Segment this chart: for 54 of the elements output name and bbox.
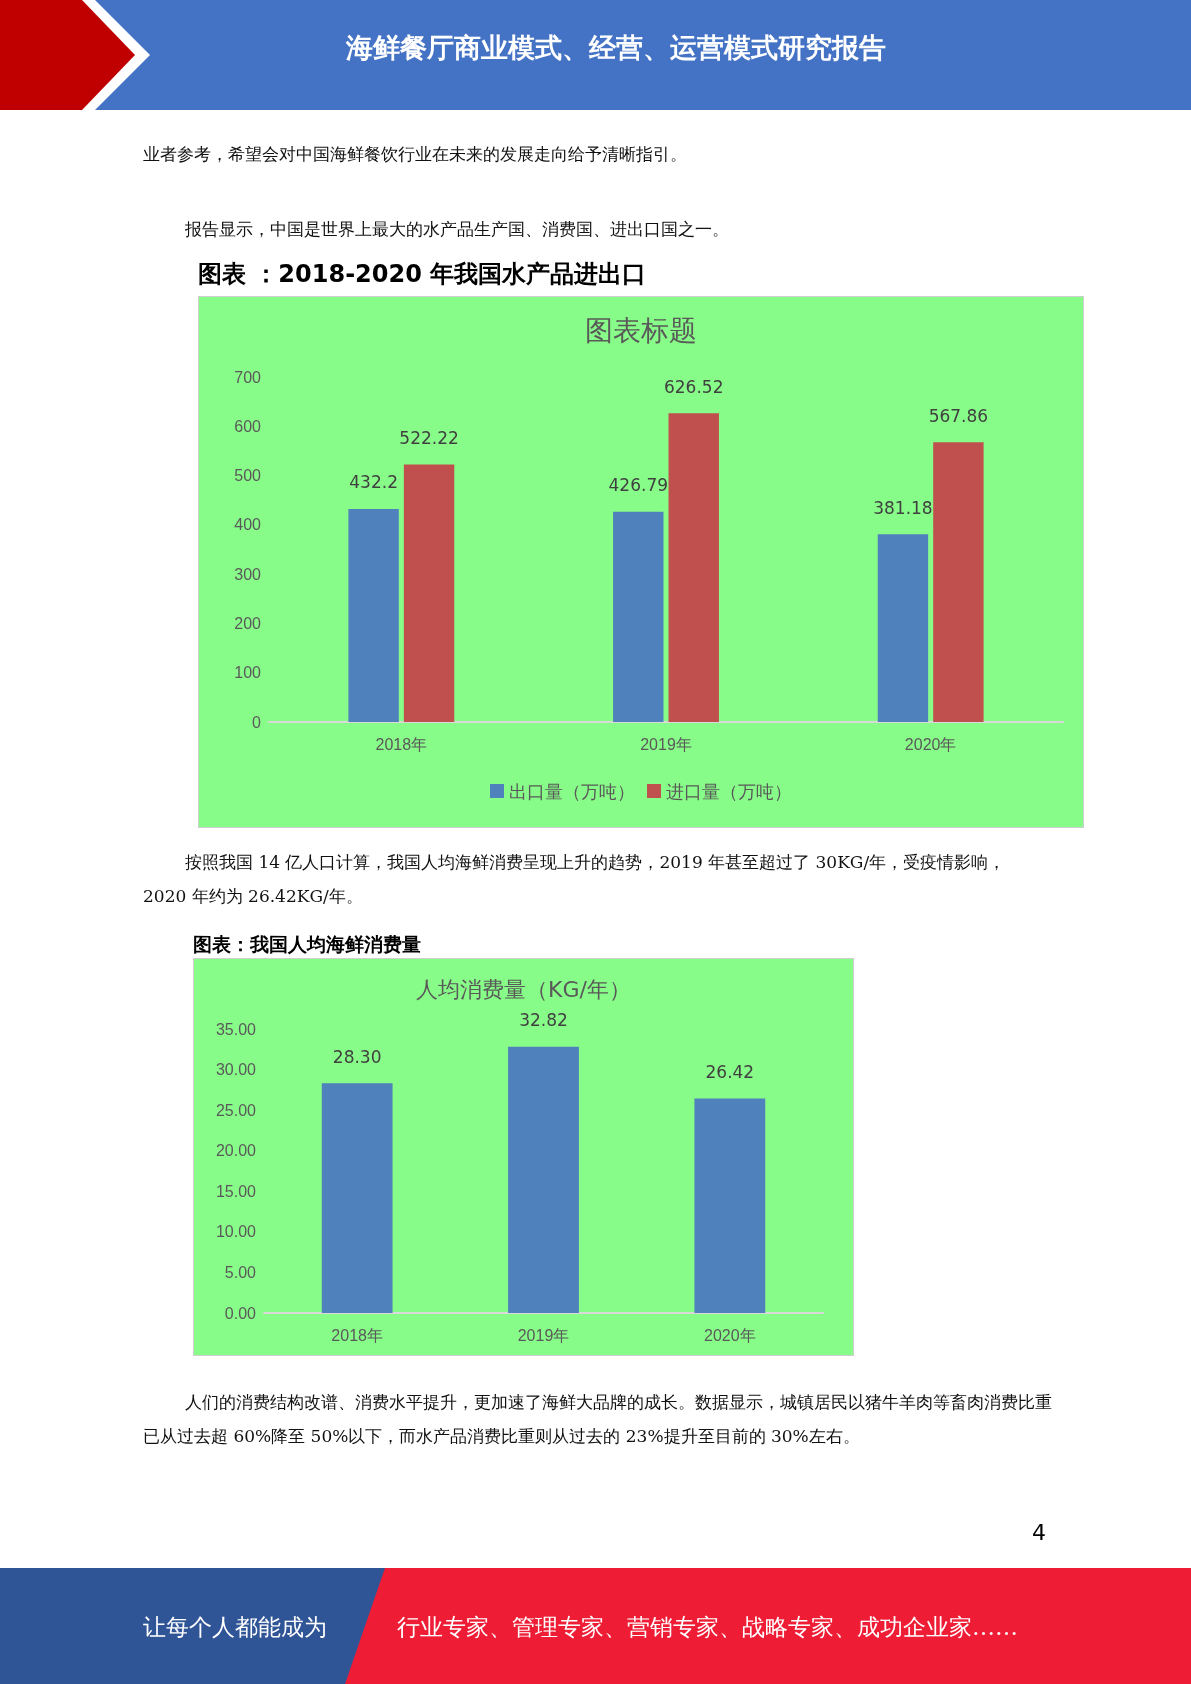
text: 人们的消费结构改谱、消费水平提升，更加速了海鲜大品牌的成长。数据显示，城镇居民以猪牛羊肉等畜肉消费比重已从过去超 60%降至 50%以下，而水产品消费比重则从过去的 23%提升至目前的 30%左右。 (143, 1391, 1053, 1448)
y-tick-label: 0 (252, 713, 262, 731)
y-tick-label: 200 (234, 614, 262, 632)
y-tick-label: 100 (234, 664, 262, 682)
y-tick-label: 25.00 (215, 1101, 257, 1119)
y-tick-label: 10.00 (215, 1223, 257, 1241)
bar (613, 511, 664, 722)
text: 业者参考，希望会对中国海鲜餐饮行业在未来的发展走向给予清晰指引。 (143, 143, 688, 166)
text: 4 (1032, 1520, 1046, 1545)
x-tick-label: 2018年 (331, 1326, 383, 1344)
x-tick-label: 2018年 (375, 735, 428, 753)
data-label: 567.86 (928, 405, 989, 426)
data-label: 381.18 (873, 497, 933, 518)
bar (348, 508, 399, 722)
y-tick-label: 5.00 (224, 1263, 257, 1281)
bar (508, 1046, 579, 1313)
bar (321, 1083, 393, 1313)
x-tick-label: 2020年 (704, 1326, 756, 1344)
text: 海鲜餐厅商业模式、经营、运营模式研究报告 (344, 31, 887, 65)
x-tick-label: 2020年 (904, 735, 957, 753)
y-tick-label: 30.00 (215, 1061, 257, 1079)
legend-label: 出口量（万吨） (509, 780, 635, 802)
data-label: 522.22 (399, 428, 459, 449)
y-tick-label: 0.00 (224, 1304, 257, 1322)
y-tick-label: 600 (234, 417, 262, 435)
text: 图表：我国人均海鲜消费量 (193, 932, 421, 957)
data-label: 626.52 (663, 376, 724, 397)
data-label: 26.42 (705, 1062, 755, 1083)
bar (668, 413, 719, 722)
y-tick-label: 400 (234, 516, 262, 534)
legend-label: 进口量（万吨） (666, 780, 792, 802)
text: 让每个人都能成为 (143, 1613, 327, 1642)
data-label: 426.79 (608, 475, 669, 496)
y-tick-label: 700 (234, 368, 262, 386)
y-tick-label: 20.00 (215, 1142, 257, 1160)
data-label: 432.2 (349, 472, 398, 493)
text: 图表 ：2018-2020 年我国水产品进出口 (198, 259, 647, 290)
data-label: 28.30 (332, 1046, 382, 1067)
x-tick-label: 2019年 (517, 1326, 570, 1344)
y-tick-label: 500 (234, 467, 262, 485)
bar (403, 464, 455, 722)
y-tick-label: 300 (234, 565, 262, 583)
bar (877, 534, 929, 722)
y-tick-label: 15.00 (215, 1182, 257, 1200)
text: 行业专家、管理专家、营销专家、战略专家、成功企业家…… (397, 1613, 1018, 1642)
chart-title: 人均消费量（KG/年） (416, 976, 631, 1002)
text: 按照我国 14 亿人口计算，我国人均海鲜消费呈现上升的趋势，2019 年甚至超过了 30KG/年，受疫情影响，2020 年约为 26.42KG/年。 (143, 851, 1007, 908)
data-label: 32.82 (519, 1010, 568, 1031)
bar (933, 442, 984, 722)
y-tick-label: 35.00 (215, 1020, 257, 1038)
bar (694, 1098, 766, 1313)
chart-title: 图表标题 (585, 313, 697, 347)
x-tick-label: 2019年 (640, 735, 692, 753)
text: 报告显示，中国是世界上最大的水产品生产国、消费国、进出口国之一。 (185, 218, 730, 241)
